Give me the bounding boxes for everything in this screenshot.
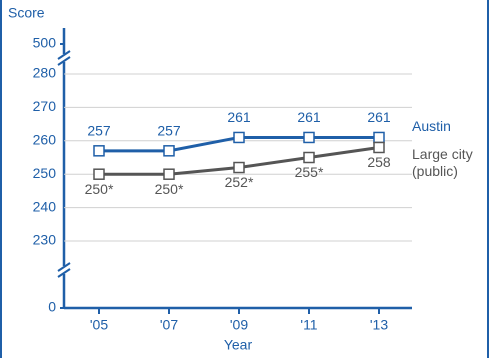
- legend-entry: Large city (public): [412, 146, 473, 179]
- y-axis-label: Score: [8, 5, 45, 21]
- data-point: [163, 168, 175, 180]
- break-mark: [57, 56, 71, 66]
- data-point: [303, 151, 315, 164]
- data-point: [233, 161, 245, 174]
- axis-breaks: [57, 50, 71, 278]
- x-tick-label: '13: [370, 317, 388, 333]
- y-tick-label: 230: [33, 232, 57, 248]
- break-mark: [57, 268, 71, 278]
- y-tick-label: 260: [33, 132, 57, 148]
- data-label: 261: [297, 109, 321, 125]
- data-label: 257: [87, 123, 111, 139]
- data-point: [373, 141, 385, 154]
- data-label: 252*: [225, 174, 254, 190]
- y-tick-label: 240: [33, 198, 57, 214]
- data-point: [93, 168, 105, 180]
- x-tick-label: '07: [160, 317, 178, 333]
- x-tick-label: '09: [230, 317, 248, 333]
- data-point: [233, 131, 245, 144]
- data-label: 261: [367, 109, 391, 125]
- data-label: 250*: [155, 181, 184, 197]
- data-label: 250*: [85, 181, 114, 197]
- data-point: [93, 145, 105, 157]
- x-tick-label: '05: [90, 317, 108, 333]
- y-tick-label: 270: [33, 98, 57, 114]
- y-tick-label: 250: [33, 165, 57, 181]
- y-tick-label: 0: [48, 299, 56, 315]
- x-axis-label: Year: [224, 337, 253, 353]
- data-label: 258: [367, 154, 391, 170]
- x-tick-label: '11: [300, 317, 317, 333]
- legend-entry: Austin: [412, 118, 451, 134]
- break-gap: [58, 266, 70, 274]
- break-gap: [58, 54, 70, 62]
- y-tick-label: 280: [33, 65, 57, 81]
- data-label: 261: [227, 109, 251, 125]
- data-point: [303, 131, 315, 144]
- data-label: 257: [157, 123, 181, 139]
- y-tick-label: 500: [33, 35, 57, 51]
- data-label: 255*: [295, 164, 324, 180]
- data-point: [373, 131, 385, 144]
- break-mark: [57, 50, 71, 60]
- break-mark: [57, 262, 71, 272]
- data-point: [163, 145, 175, 157]
